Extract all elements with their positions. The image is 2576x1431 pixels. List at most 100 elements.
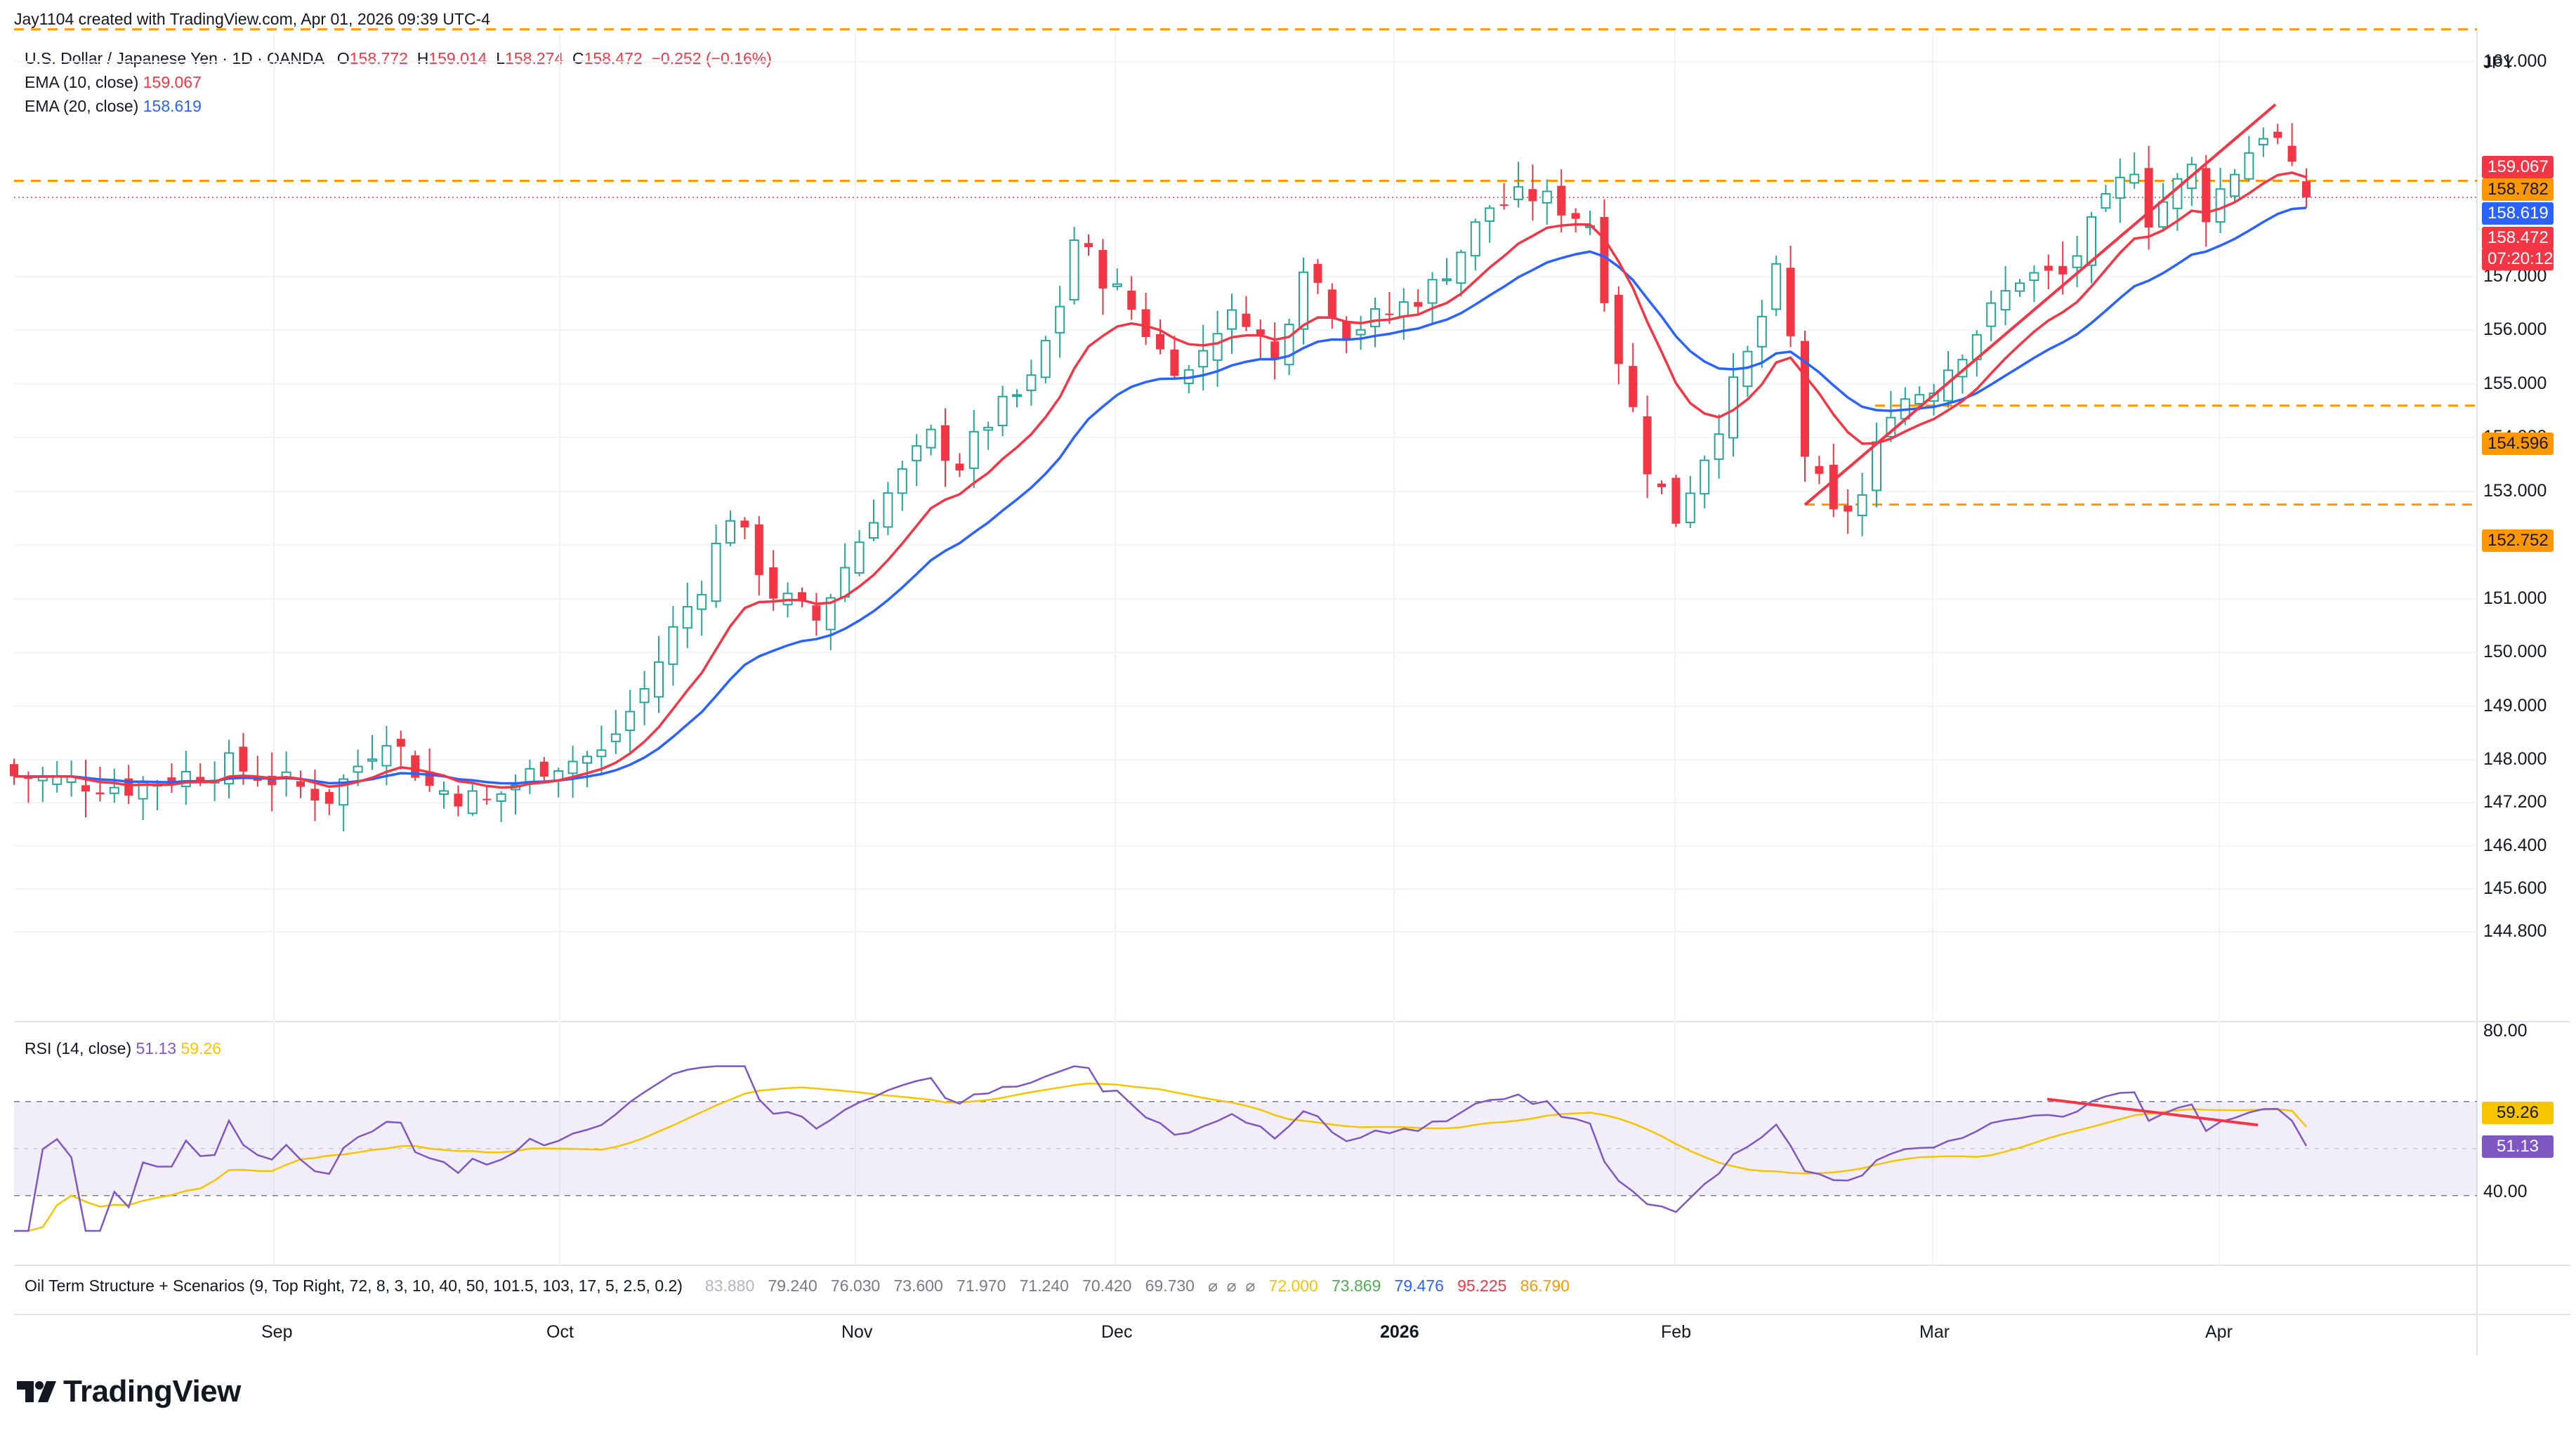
time-label-apr: Apr bbox=[2205, 1322, 2233, 1342]
price-axis-tick: 153.000 bbox=[2483, 480, 2547, 501]
candle-body bbox=[997, 395, 1008, 426]
candle-body bbox=[825, 597, 836, 631]
candle-body bbox=[196, 777, 205, 782]
candle-body bbox=[1829, 464, 1838, 510]
oil-v16: 86.790 bbox=[1520, 1277, 1570, 1295]
rsi-axis-80: 80.00 bbox=[2483, 1021, 2528, 1041]
candle-body bbox=[381, 745, 392, 767]
ema10-line bbox=[13, 171, 2307, 789]
price-axis-tick: 151.000 bbox=[2483, 588, 2547, 608]
oil-v11: ⌀ bbox=[1245, 1277, 1256, 1295]
candle-body bbox=[1084, 243, 1093, 248]
candle-body bbox=[596, 749, 607, 758]
rsi-label: RSI (14, close) bbox=[25, 1039, 132, 1057]
level-lines bbox=[14, 28, 2477, 506]
candle-body bbox=[2258, 138, 2268, 145]
price-axis-tick: 147.200 bbox=[2483, 792, 2547, 812]
candle-body bbox=[968, 430, 979, 469]
candle-body bbox=[2172, 178, 2183, 209]
price-axis-tick: 146.400 bbox=[2483, 835, 2547, 855]
low-value: 158.274 bbox=[505, 49, 564, 67]
candle-body bbox=[2115, 176, 2125, 199]
ema10-legend[interactable]: EMA (10, close) 159.067 bbox=[25, 73, 202, 92]
candle-body bbox=[639, 688, 650, 704]
time-label-nov: Nov bbox=[841, 1322, 873, 1342]
candle-body bbox=[1170, 349, 1179, 376]
price-axis-tick: 150.000 bbox=[2483, 642, 2547, 662]
candle-body bbox=[1614, 294, 1623, 364]
candle-body bbox=[2144, 168, 2153, 228]
candle-body bbox=[883, 492, 893, 528]
candle-body bbox=[610, 733, 621, 742]
candle-body bbox=[1786, 268, 1795, 336]
candle-body bbox=[539, 761, 548, 777]
tradingview-logo-text: TradingView bbox=[63, 1374, 241, 1409]
candle-body bbox=[411, 755, 420, 778]
candle-body bbox=[1513, 186, 1523, 200]
candles bbox=[10, 123, 2311, 832]
candle-body bbox=[1242, 313, 1251, 327]
candle-body bbox=[1141, 309, 1150, 338]
grid bbox=[14, 32, 2477, 1265]
ema20-line bbox=[13, 206, 2307, 785]
candle-body bbox=[582, 756, 592, 764]
rsi-line bbox=[14, 1065, 2308, 1232]
candle-body bbox=[1112, 283, 1122, 287]
ema20-label: EMA (20, close) bbox=[25, 97, 139, 115]
candle-body bbox=[96, 792, 105, 795]
price-axis-tick: 156.000 bbox=[2483, 319, 2547, 340]
candle-body bbox=[854, 541, 865, 574]
candle-body bbox=[1914, 394, 1925, 404]
candle-body bbox=[955, 463, 964, 471]
candle-body bbox=[697, 593, 707, 610]
ema10-label: EMA (10, close) bbox=[25, 73, 139, 91]
oil-v13: 73.869 bbox=[1332, 1277, 1381, 1295]
candle-body bbox=[439, 790, 449, 796]
oil-v7: 70.420 bbox=[1082, 1277, 1132, 1295]
candle-body bbox=[525, 767, 535, 784]
price-tag: 158.472 bbox=[2482, 227, 2554, 249]
candle-body bbox=[1470, 221, 1480, 257]
rsi-pane bbox=[14, 1065, 2477, 1232]
candle-body bbox=[2230, 173, 2240, 197]
ema20-legend[interactable]: EMA (20, close) 158.619 bbox=[25, 97, 202, 116]
candle-body bbox=[1815, 466, 1824, 474]
candle-body bbox=[1342, 321, 1351, 341]
oil-v6: 71.240 bbox=[1019, 1277, 1069, 1295]
candle-body bbox=[1629, 366, 1638, 407]
oil-v8: 69.730 bbox=[1145, 1277, 1195, 1295]
tradingview-logo[interactable]: TradingView bbox=[15, 1374, 241, 1409]
candle-body bbox=[296, 781, 305, 787]
candle-body bbox=[2215, 188, 2226, 223]
candle-body bbox=[1327, 289, 1336, 319]
candle-body bbox=[2072, 255, 2082, 268]
price-axis-tick: 144.800 bbox=[2483, 921, 2547, 941]
candle-body bbox=[454, 793, 463, 807]
candle-body bbox=[1227, 309, 1237, 330]
candle-body bbox=[1284, 324, 1294, 366]
candle-body bbox=[941, 425, 949, 461]
candle-body bbox=[1557, 185, 1566, 216]
price-axis-tick: 145.600 bbox=[2483, 878, 2547, 898]
h-label: H bbox=[416, 49, 429, 67]
candle-body bbox=[1542, 190, 1552, 204]
candle-body bbox=[1657, 483, 1666, 487]
rsi-legend[interactable]: RSI (14, close) 51.13 59.26 bbox=[25, 1039, 221, 1058]
candle-body bbox=[1127, 290, 1136, 310]
candle-body bbox=[1069, 239, 1079, 301]
candle-body bbox=[1857, 494, 1867, 517]
candle-body bbox=[1771, 263, 1782, 310]
price-tag: 158.619 bbox=[2482, 202, 2554, 225]
o-label: O bbox=[336, 49, 350, 67]
oil-indicator-legend[interactable]: Oil Term Structure + Scenarios (9, Top R… bbox=[25, 1277, 1570, 1295]
rsi-ma-line bbox=[14, 1082, 2307, 1232]
candle-body bbox=[1700, 459, 1710, 495]
candle-body bbox=[769, 567, 778, 599]
price-tag: 154.596 bbox=[2482, 433, 2554, 455]
candle-body bbox=[496, 793, 506, 802]
candle-body bbox=[2244, 152, 2254, 180]
candle-body bbox=[1756, 315, 1767, 348]
oil-indicator-label: Oil Term Structure + Scenarios (9, Top R… bbox=[25, 1277, 683, 1295]
candle-body bbox=[1456, 251, 1466, 284]
